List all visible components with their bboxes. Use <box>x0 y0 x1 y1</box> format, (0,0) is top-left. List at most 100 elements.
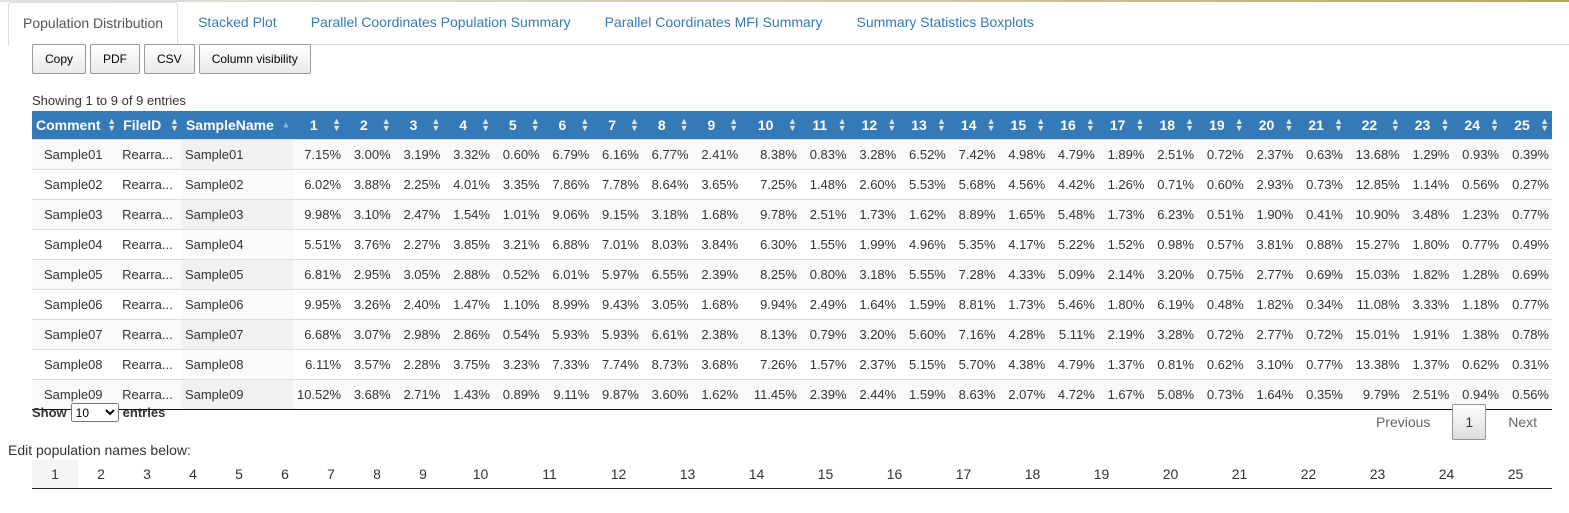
percent-cell: 2.51% <box>799 199 850 230</box>
comment-cell: Sample03 <box>32 199 120 230</box>
population-name-field[interactable]: 16 <box>886 466 903 482</box>
percent-cell: 2.07% <box>998 379 1049 410</box>
population-name-field[interactable]: 8 <box>373 466 381 482</box>
population-name-field[interactable]: 23 <box>1369 466 1386 482</box>
pdf-button[interactable]: PDF <box>90 44 141 74</box>
population-name-field[interactable]: 17 <box>955 466 972 482</box>
percent-cell: 5.22% <box>1048 229 1098 260</box>
column-header-8[interactable]: 8 ▲ ▼ <box>641 111 692 140</box>
population-name-field[interactable]: 22 <box>1300 466 1317 482</box>
percent-cell: 0.62% <box>1197 349 1247 380</box>
page-length-select[interactable]: 10 <box>70 403 119 422</box>
column-header-15[interactable]: 15 ▲ ▼ <box>998 111 1049 140</box>
column-header-samplename[interactable]: SampleName ▲ <box>181 111 294 140</box>
column-header-10[interactable]: 10 ▲ ▼ <box>741 111 800 140</box>
column-header-fileid[interactable]: FileID ▲ ▼ <box>119 111 182 140</box>
column-header-18[interactable]: 18 ▲ ▼ <box>1147 111 1198 140</box>
population-name-field[interactable]: 12 <box>610 466 627 482</box>
table-info: Showing 1 to 9 of 9 entries <box>32 93 186 108</box>
column-header-3[interactable]: 3 ▲ ▼ <box>393 111 444 140</box>
sort-arrows-icon: ▲ ▼ <box>788 116 797 133</box>
column-header-20[interactable]: 20 ▲ ▼ <box>1246 111 1297 140</box>
population-name-field[interactable]: 2 <box>97 466 105 482</box>
population-name-field[interactable]: 9 <box>419 466 427 482</box>
column-header-23[interactable]: 23 ▲ ▼ <box>1402 111 1453 140</box>
percent-cell: 8.63% <box>948 379 999 410</box>
percent-cell: 3.23% <box>492 349 543 380</box>
population-name-field[interactable]: 19 <box>1093 466 1110 482</box>
page-1-button[interactable]: 1 <box>1452 404 1487 440</box>
fileid-cell: Rearra... <box>119 289 182 320</box>
percent-cell: 4.17% <box>998 229 1049 260</box>
tab-stacked-plot[interactable]: Stacked Plot <box>198 14 277 30</box>
tab-summary-statistics-boxplots[interactable]: Summary Statistics Boxplots <box>856 14 1034 30</box>
population-name-field[interactable]: 3 <box>143 466 151 482</box>
column-header-label: 8 <box>657 117 666 133</box>
copy-button[interactable]: Copy <box>32 44 87 74</box>
csv-button[interactable]: CSV <box>144 44 195 74</box>
column-header-25[interactable]: 25 ▲ ▼ <box>1502 111 1552 140</box>
next-page-button[interactable]: Next <box>1508 414 1537 430</box>
sort-arrows-icon: ▲ ▼ <box>1185 116 1195 133</box>
column-header-24[interactable]: 24 ▲ ▼ <box>1452 111 1503 140</box>
previous-page-button[interactable]: Previous <box>1375 414 1431 430</box>
column-header-22[interactable]: 22 ▲ ▼ <box>1346 111 1403 140</box>
population-name-field[interactable]: 10 <box>472 466 489 482</box>
tab-parallel-coordinates-population-summary[interactable]: Parallel Coordinates Population Summary <box>310 14 571 30</box>
percent-cell: 3.33% <box>1402 289 1453 320</box>
percent-cell: 1.52% <box>1097 229 1148 260</box>
samplename-cell: Sample07 <box>181 319 294 350</box>
column-header-9[interactable]: 9 ▲ ▼ <box>691 111 742 140</box>
column-header-12[interactable]: 12 ▲ ▼ <box>849 111 900 140</box>
column-visibility-button[interactable]: Column visibility <box>198 44 311 74</box>
percent-cell: 1.73% <box>998 289 1049 320</box>
percent-cell: 2.27% <box>393 229 444 260</box>
column-header-4[interactable]: 4 ▲ ▼ <box>443 111 493 140</box>
percent-cell: 7.16% <box>948 319 999 350</box>
percent-cell: 5.93% <box>592 319 642 350</box>
sort-arrows-icon: ▲ ▼ <box>837 116 847 133</box>
population-name-field[interactable]: 6 <box>281 466 289 482</box>
population-name-field[interactable]: 24 <box>1438 466 1455 482</box>
population-name-field[interactable]: 11 <box>542 466 557 482</box>
population-name-field[interactable]: 13 <box>679 466 696 482</box>
column-header-1[interactable]: 1 ▲ ▼ <box>293 111 345 140</box>
column-header-2[interactable]: 2 ▲ ▼ <box>344 111 394 140</box>
population-name-field[interactable]: 14 <box>748 466 765 482</box>
column-header-17[interactable]: 17 ▲ ▼ <box>1097 111 1148 140</box>
percent-cell: 2.39% <box>691 259 742 290</box>
column-header-21[interactable]: 21 ▲ ▼ <box>1296 111 1346 140</box>
population-name-field[interactable]: 1 <box>32 460 78 488</box>
population-name-field[interactable]: 21 <box>1231 466 1248 482</box>
column-header-6[interactable]: 6 ▲ ▼ <box>542 111 593 140</box>
population-name-field[interactable]: 18 <box>1024 466 1041 482</box>
population-name-field[interactable]: 4 <box>189 466 197 482</box>
percent-cell: 0.56% <box>1452 169 1503 200</box>
column-header-14[interactable]: 14 ▲ ▼ <box>948 111 999 140</box>
population-name-field[interactable]: 5 <box>235 466 243 482</box>
column-header-19[interactable]: 19 ▲ ▼ <box>1197 111 1247 140</box>
percent-cell: 0.75% <box>1197 259 1247 290</box>
column-header-comment[interactable]: Comment ▲ ▼ <box>32 111 120 140</box>
fileid-cell: Rearra... <box>119 229 182 260</box>
percent-cell: 9.78% <box>741 199 800 230</box>
percent-cell: 1.59% <box>899 289 949 320</box>
percent-cell: 3.07% <box>344 319 394 350</box>
column-header-7[interactable]: 7 ▲ ▼ <box>592 111 642 140</box>
tab-parallel-coordinates-mfi-summary[interactable]: Parallel Coordinates MFI Summary <box>604 14 823 30</box>
column-header-16[interactable]: 16 ▲ ▼ <box>1048 111 1098 140</box>
population-name-field[interactable]: 20 <box>1162 466 1179 482</box>
population-name-field[interactable]: 15 <box>817 466 834 482</box>
percent-cell: 6.79% <box>542 139 593 170</box>
percent-cell: 4.28% <box>998 319 1049 350</box>
sort-arrows-icon: ▲ ▼ <box>1440 116 1450 133</box>
percent-cell: 7.28% <box>948 259 999 290</box>
percent-cell: 1.28% <box>1452 259 1503 290</box>
column-header-11[interactable]: 11 ▲ ▼ <box>799 111 850 140</box>
population-name-field[interactable]: 25 <box>1507 466 1524 482</box>
column-header-5[interactable]: 5 ▲ ▼ <box>492 111 543 140</box>
population-name-field[interactable]: 7 <box>327 466 335 482</box>
tab-population-distribution[interactable]: Population Distribution <box>8 2 179 46</box>
percent-cell: 1.64% <box>1246 379 1297 410</box>
column-header-13[interactable]: 13 ▲ ▼ <box>899 111 949 140</box>
